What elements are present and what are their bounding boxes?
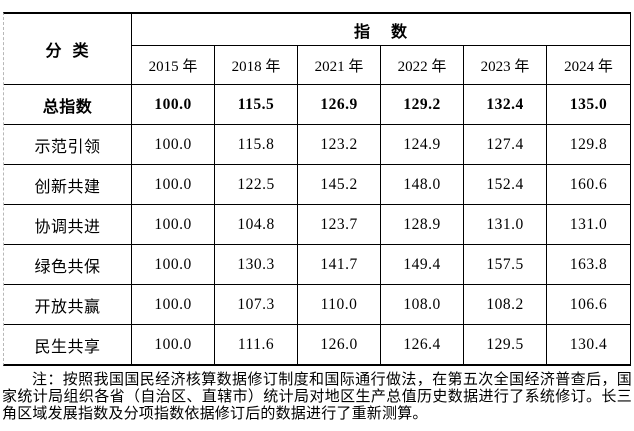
index-value-cell: 111.6 — [215, 325, 298, 364]
index-value-cell: 127.4 — [464, 125, 547, 165]
index-value-cell: 141.7 — [298, 245, 381, 285]
table-row: 示范引领 100.0 115.8 123.2 124.9 127.4 129.8 — [4, 125, 630, 165]
index-value-cell: 129.8 — [547, 125, 630, 165]
index-value-cell: 130.3 — [215, 245, 298, 285]
index-value-cell: 107.3 — [215, 285, 298, 325]
header-row-years: 2015 年 2018 年 2021 年 2022 年 2023 年 2024 … — [4, 46, 630, 85]
index-value-cell: 148.0 — [381, 165, 464, 205]
footnote: 注：按照我国国民经济核算数据修订制度和国际通行做法，在第五次全国经济普查后，国家… — [2, 372, 632, 422]
index-value-cell: 100.0 — [132, 285, 215, 325]
index-value-cell: 131.0 — [464, 205, 547, 245]
index-value-cell: 123.2 — [298, 125, 381, 165]
row-label: 总指数 — [4, 85, 132, 125]
index-value-cell: 122.5 — [215, 165, 298, 205]
index-value-cell: 108.2 — [464, 285, 547, 325]
index-value-cell: 126.0 — [298, 325, 381, 364]
header-row-index: 分 类 指 数 — [4, 14, 630, 85]
row-label: 示范引领 — [4, 125, 132, 165]
index-value-cell: 131.0 — [547, 205, 630, 245]
index-value-cell: 110.0 — [298, 285, 381, 325]
index-value-cell: 115.8 — [215, 125, 298, 165]
index-value-cell: 163.8 — [547, 245, 630, 285]
index-value-cell: 128.9 — [381, 205, 464, 245]
row-label: 创新共建 — [4, 165, 132, 205]
index-value-cell: 106.6 — [547, 285, 630, 325]
index-value-cell: 123.7 — [298, 205, 381, 245]
index-value-cell: 130.4 — [569, 335, 608, 353]
row-label: 开放共赢 — [4, 285, 132, 325]
table-row: 民生共享 100.0 111.6 126.0 126.4 129.5 130.4 — [4, 325, 630, 364]
index-header: 指 数 — [132, 14, 630, 46]
table-row: 创新共建 100.0 122.5 145.2 148.0 152.4 160.6 — [4, 165, 630, 205]
index-value-cell: 100.0 — [132, 205, 215, 245]
index-value-cell: 100.0 — [132, 85, 215, 125]
index-value-cell: 157.5 — [464, 245, 547, 285]
year-header-2023: 2023 年 — [464, 46, 547, 85]
table-row: 开放共赢 100.0 107.3 110.0 108.0 108.2 106.6 — [4, 285, 630, 325]
year-header-2015: 2015 年 — [132, 46, 215, 85]
table-row: 协调共进 100.0 104.8 123.7 128.9 131.0 131.0 — [4, 205, 630, 245]
index-value-cell: 108.0 — [381, 285, 464, 325]
table-row: 绿色共保 100.0 130.3 141.7 149.4 157.5 163.8 — [4, 245, 630, 285]
index-value-cell: 145.2 — [298, 165, 381, 205]
row-label: 民生共享 — [4, 325, 132, 364]
index-value-cell: 100.0 — [132, 165, 215, 205]
index-table: 分 类 指 数 2015 年 2018 年 2021 年 2022 年 2023… — [3, 12, 631, 366]
index-value-cell: 135.0 — [547, 85, 630, 125]
index-value-cell: 126.9 — [298, 85, 381, 125]
index-value-cell: 100.0 — [132, 125, 215, 165]
year-header-2024: 2024 年 — [547, 46, 630, 85]
year-header-2021: 2021 年 — [298, 46, 381, 85]
index-value-cell: 149.4 — [381, 245, 464, 285]
index-value-cell: 100.0 — [132, 325, 215, 364]
index-value-cell: 160.6 — [547, 165, 630, 205]
year-header-2022: 2022 年 — [381, 46, 464, 85]
category-header: 分 类 — [4, 14, 132, 85]
index-value-cell: 152.4 — [464, 165, 547, 205]
index-value-cell: 129.5 — [464, 325, 547, 364]
table-row-total: 总指数 100.0 115.5 126.9 129.2 132.4 135.0 — [4, 85, 630, 125]
year-header-2018: 2018 年 — [215, 46, 298, 85]
index-value-cell: 104.8 — [215, 205, 298, 245]
index-value-cell: 100.0 — [132, 245, 215, 285]
row-label: 绿色共保 — [4, 245, 132, 285]
index-value-cell: 124.9 — [381, 125, 464, 165]
index-value-cell: 126.4 — [381, 325, 464, 364]
index-value-cell: 115.5 — [215, 85, 298, 125]
row-label: 协调共进 — [4, 205, 132, 245]
index-value-cell: 132.4 — [464, 85, 547, 125]
index-value-cell: 129.2 — [381, 85, 464, 125]
